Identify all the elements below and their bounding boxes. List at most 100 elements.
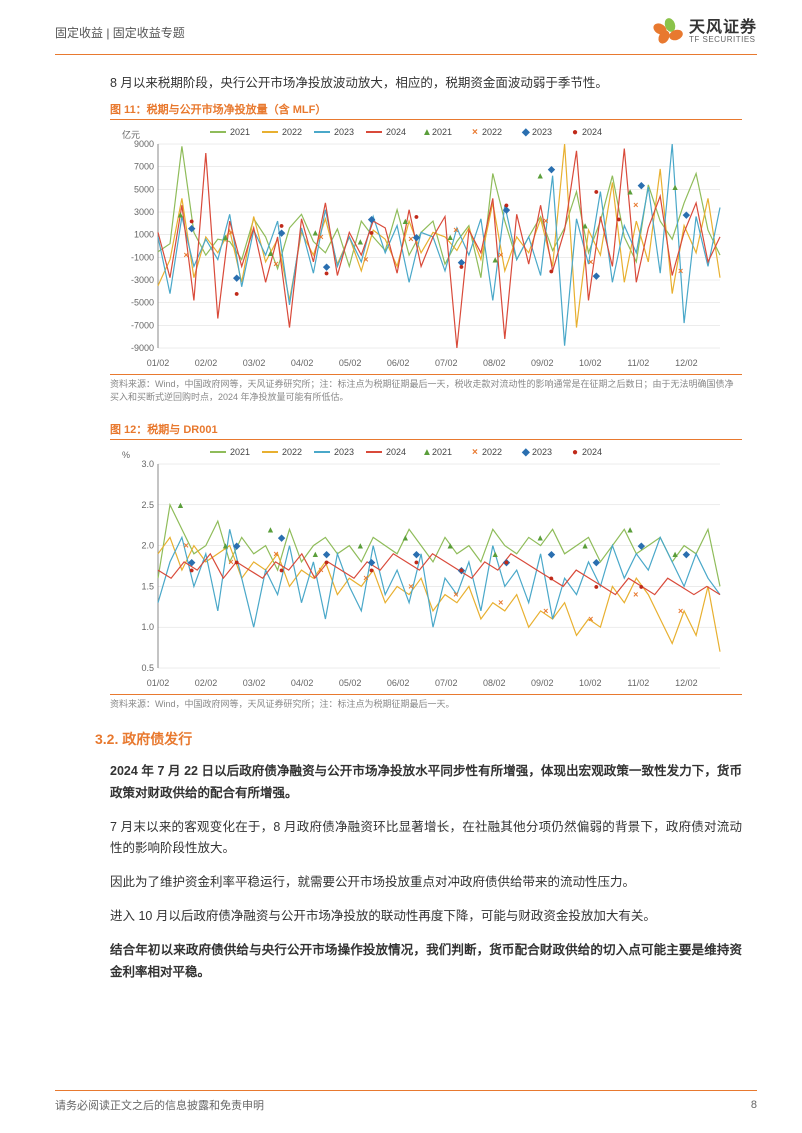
- svg-text:●: ●: [414, 212, 419, 222]
- svg-text:2024: 2024: [582, 127, 602, 137]
- svg-text:×: ×: [363, 255, 368, 265]
- svg-text:2023: 2023: [334, 447, 354, 457]
- svg-text:●: ●: [189, 565, 194, 575]
- svg-text:05/02: 05/02: [339, 358, 362, 368]
- svg-text:×: ×: [678, 266, 683, 276]
- footer-disclaimer: 请务必阅读正文之后的信息披露和免责申明: [55, 1097, 264, 1113]
- svg-text:0.5: 0.5: [141, 663, 154, 673]
- svg-text:◆: ◆: [232, 541, 241, 551]
- svg-text:◆: ◆: [592, 270, 601, 280]
- svg-text:2022: 2022: [282, 447, 302, 457]
- svg-text:2022: 2022: [482, 447, 502, 457]
- svg-text:%: %: [122, 450, 130, 460]
- chart12: 0.51.01.52.02.53.0%01/0202/0203/0204/020…: [110, 442, 730, 692]
- svg-text:04/02: 04/02: [291, 358, 314, 368]
- svg-text:06/02: 06/02: [387, 358, 410, 368]
- svg-text:▲: ▲: [356, 541, 365, 551]
- svg-text:03/02: 03/02: [243, 358, 266, 368]
- svg-text:▲: ▲: [446, 541, 455, 551]
- logo-cn: 天风证券: [689, 19, 757, 37]
- svg-text:●: ●: [324, 557, 329, 567]
- svg-text:▲: ▲: [671, 182, 680, 192]
- svg-text:3000: 3000: [134, 207, 154, 217]
- svg-text:●: ●: [234, 289, 239, 299]
- svg-text:●: ●: [572, 447, 578, 458]
- svg-text:▲: ▲: [221, 541, 230, 551]
- svg-text:12/02: 12/02: [675, 358, 698, 368]
- svg-text:●: ●: [504, 200, 509, 210]
- intro-text: 8 月以来税期阶段，央行公开市场净投放波动放大，相应的，税期资金面波动弱于季节性…: [110, 73, 742, 93]
- svg-text:-3000: -3000: [131, 275, 154, 285]
- svg-text:▲: ▲: [626, 187, 635, 197]
- svg-text:●: ●: [639, 582, 644, 592]
- svg-text:●: ●: [414, 557, 419, 567]
- svg-text:2.0: 2.0: [141, 541, 154, 551]
- svg-text:×: ×: [678, 606, 683, 616]
- svg-text:9000: 9000: [134, 139, 154, 149]
- svg-text:-9000: -9000: [131, 343, 154, 353]
- svg-text:◆: ◆: [412, 232, 421, 242]
- chart11-source: 资料来源：Wind，中国政府网等，天风证券研究所；注：标注点为税期征期最后一天，…: [110, 374, 742, 403]
- svg-text:●: ●: [459, 565, 464, 575]
- svg-text:2.5: 2.5: [141, 500, 154, 510]
- svg-text:×: ×: [498, 250, 503, 260]
- svg-text:◆: ◆: [682, 209, 691, 219]
- svg-text:●: ●: [594, 187, 599, 197]
- svg-text:1000: 1000: [134, 230, 154, 240]
- chart11: -9000-7000-5000-3000-1000100030005000700…: [110, 122, 730, 372]
- chart11-title: 图 11：税期与公开市场净投放量（含 MLF）: [110, 101, 742, 120]
- svg-text:2023: 2023: [532, 127, 552, 137]
- para-2: 7 月末以来的客观变化在于，8 月政府债净融资环比显著增长，在社融其他分项仍然偏…: [110, 817, 742, 861]
- svg-text:▲: ▲: [536, 533, 545, 543]
- para-4: 进入 10 月以后政府债净融资与公开市场净投放的联动性再度下降，可能与财政资金投…: [110, 906, 742, 928]
- svg-text:11/02: 11/02: [627, 678, 649, 688]
- svg-text:▲: ▲: [626, 524, 635, 534]
- svg-text:-1000: -1000: [131, 252, 154, 262]
- svg-text:●: ●: [549, 573, 554, 583]
- svg-text:●: ●: [572, 127, 578, 138]
- svg-text:10/02: 10/02: [579, 678, 602, 688]
- svg-text:2022: 2022: [482, 127, 502, 137]
- svg-text:2021: 2021: [230, 127, 250, 137]
- svg-text:×: ×: [408, 582, 413, 592]
- svg-text:◆: ◆: [682, 549, 691, 559]
- svg-text:09/02: 09/02: [531, 678, 554, 688]
- svg-text:01/02: 01/02: [147, 678, 170, 688]
- svg-text:×: ×: [543, 216, 548, 226]
- svg-text:▲: ▲: [671, 549, 680, 559]
- svg-text:▲: ▲: [401, 533, 410, 543]
- svg-text:▲: ▲: [266, 524, 275, 534]
- page-header: 固定收益 | 固定收益专题 天风证券 TF SECURITIES: [0, 0, 802, 54]
- svg-text:2023: 2023: [334, 127, 354, 137]
- svg-text:●: ●: [234, 557, 239, 567]
- svg-text:×: ×: [363, 573, 368, 583]
- svg-text:12/02: 12/02: [675, 678, 698, 688]
- page-footer: 请务必阅读正文之后的信息披露和免责申明 8: [55, 1090, 757, 1113]
- svg-text:2024: 2024: [582, 447, 602, 457]
- svg-text:01/02: 01/02: [147, 358, 170, 368]
- svg-text:▲: ▲: [356, 236, 365, 246]
- svg-text:◆: ◆: [637, 541, 646, 551]
- svg-text:07/02: 07/02: [435, 358, 458, 368]
- svg-text:10/02: 10/02: [579, 358, 602, 368]
- svg-text:×: ×: [588, 614, 593, 624]
- svg-text:●: ●: [369, 227, 374, 237]
- logo-icon: [655, 18, 683, 46]
- svg-text:08/02: 08/02: [483, 358, 506, 368]
- svg-text:09/02: 09/02: [531, 358, 554, 368]
- svg-text:07/02: 07/02: [435, 678, 458, 688]
- svg-text:03/02: 03/02: [243, 678, 266, 688]
- svg-text:×: ×: [543, 606, 548, 616]
- svg-text:06/02: 06/02: [387, 678, 410, 688]
- svg-text:◆: ◆: [277, 533, 286, 543]
- svg-text:×: ×: [183, 541, 188, 551]
- chart12-source: 资料来源：Wind，中国政府网等，天风证券研究所；注：标注点为税期征期最后一天。: [110, 694, 742, 711]
- svg-text:◆: ◆: [547, 549, 556, 559]
- breadcrumb: 固定收益 | 固定收益专题: [55, 24, 185, 41]
- chart12-title: 图 12：税期与 DR001: [110, 421, 742, 440]
- svg-text:×: ×: [633, 590, 638, 600]
- svg-text:-5000: -5000: [131, 298, 154, 308]
- svg-text:◆: ◆: [637, 180, 646, 190]
- svg-text:▲: ▲: [491, 549, 500, 559]
- svg-text:▲: ▲: [422, 447, 432, 458]
